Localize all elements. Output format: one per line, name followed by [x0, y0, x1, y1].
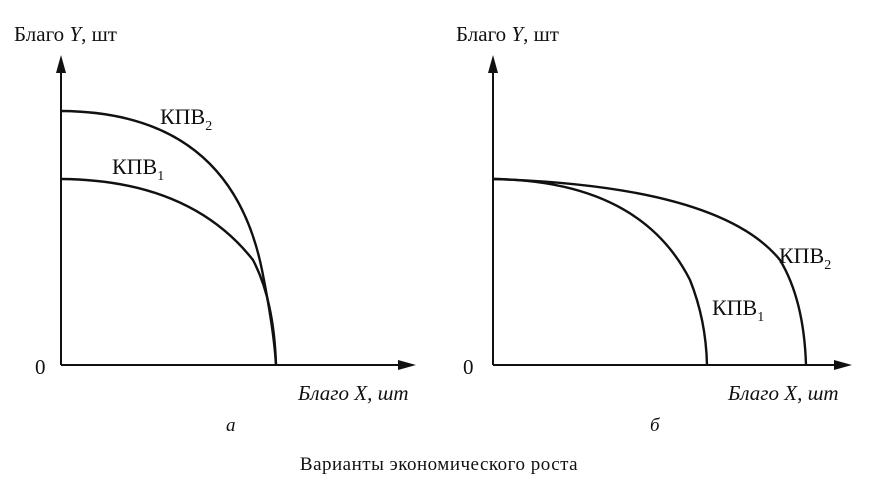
panel-a-x-axis-label: Благо X, шт	[297, 381, 409, 405]
panel-b-origin-label: 0	[463, 355, 474, 379]
panel-b-curve-kpv1-label: КПВ1	[712, 295, 764, 325]
panel-a-curve-kpv2-label: КПВ2	[160, 104, 212, 134]
panel-a-curve-kpv2	[60, 109, 278, 366]
panel-a-curve-kpv1	[60, 177, 278, 366]
panel-a-origin-label: 0	[35, 355, 46, 379]
panel-a-y-arrow-icon	[56, 55, 66, 73]
panel-b-curve-kpv2	[492, 177, 808, 366]
panel-b: Благо Y, шт Благо X, шт 0 КПВ2 КПВ1 б	[456, 22, 852, 436]
panel-b-y-arrow-icon	[488, 55, 498, 73]
panel-a-curve-kpv1-label: КПВ1	[112, 154, 164, 184]
panel-b-x-axis-label: Благо X, шт	[727, 381, 839, 405]
panel-b-y-axis-label: Благо Y, шт	[456, 22, 559, 46]
panel-b-curve-kpv2-label: КПВ2	[779, 243, 831, 273]
panel-a-x-arrow-icon	[398, 360, 416, 370]
panel-a-caption: а	[226, 415, 236, 436]
panel-b-curve-kpv1	[492, 177, 709, 366]
panel-a-y-axis-label: Благо Y, шт	[14, 22, 117, 46]
panel-b-caption: б	[650, 415, 661, 436]
panel-b-x-arrow-icon	[834, 360, 852, 370]
panel-a: Благо Y, шт Благо X, шт 0 КПВ2 КПВ1 а	[14, 22, 416, 436]
figure-caption: Варианты экономического роста	[300, 454, 578, 475]
